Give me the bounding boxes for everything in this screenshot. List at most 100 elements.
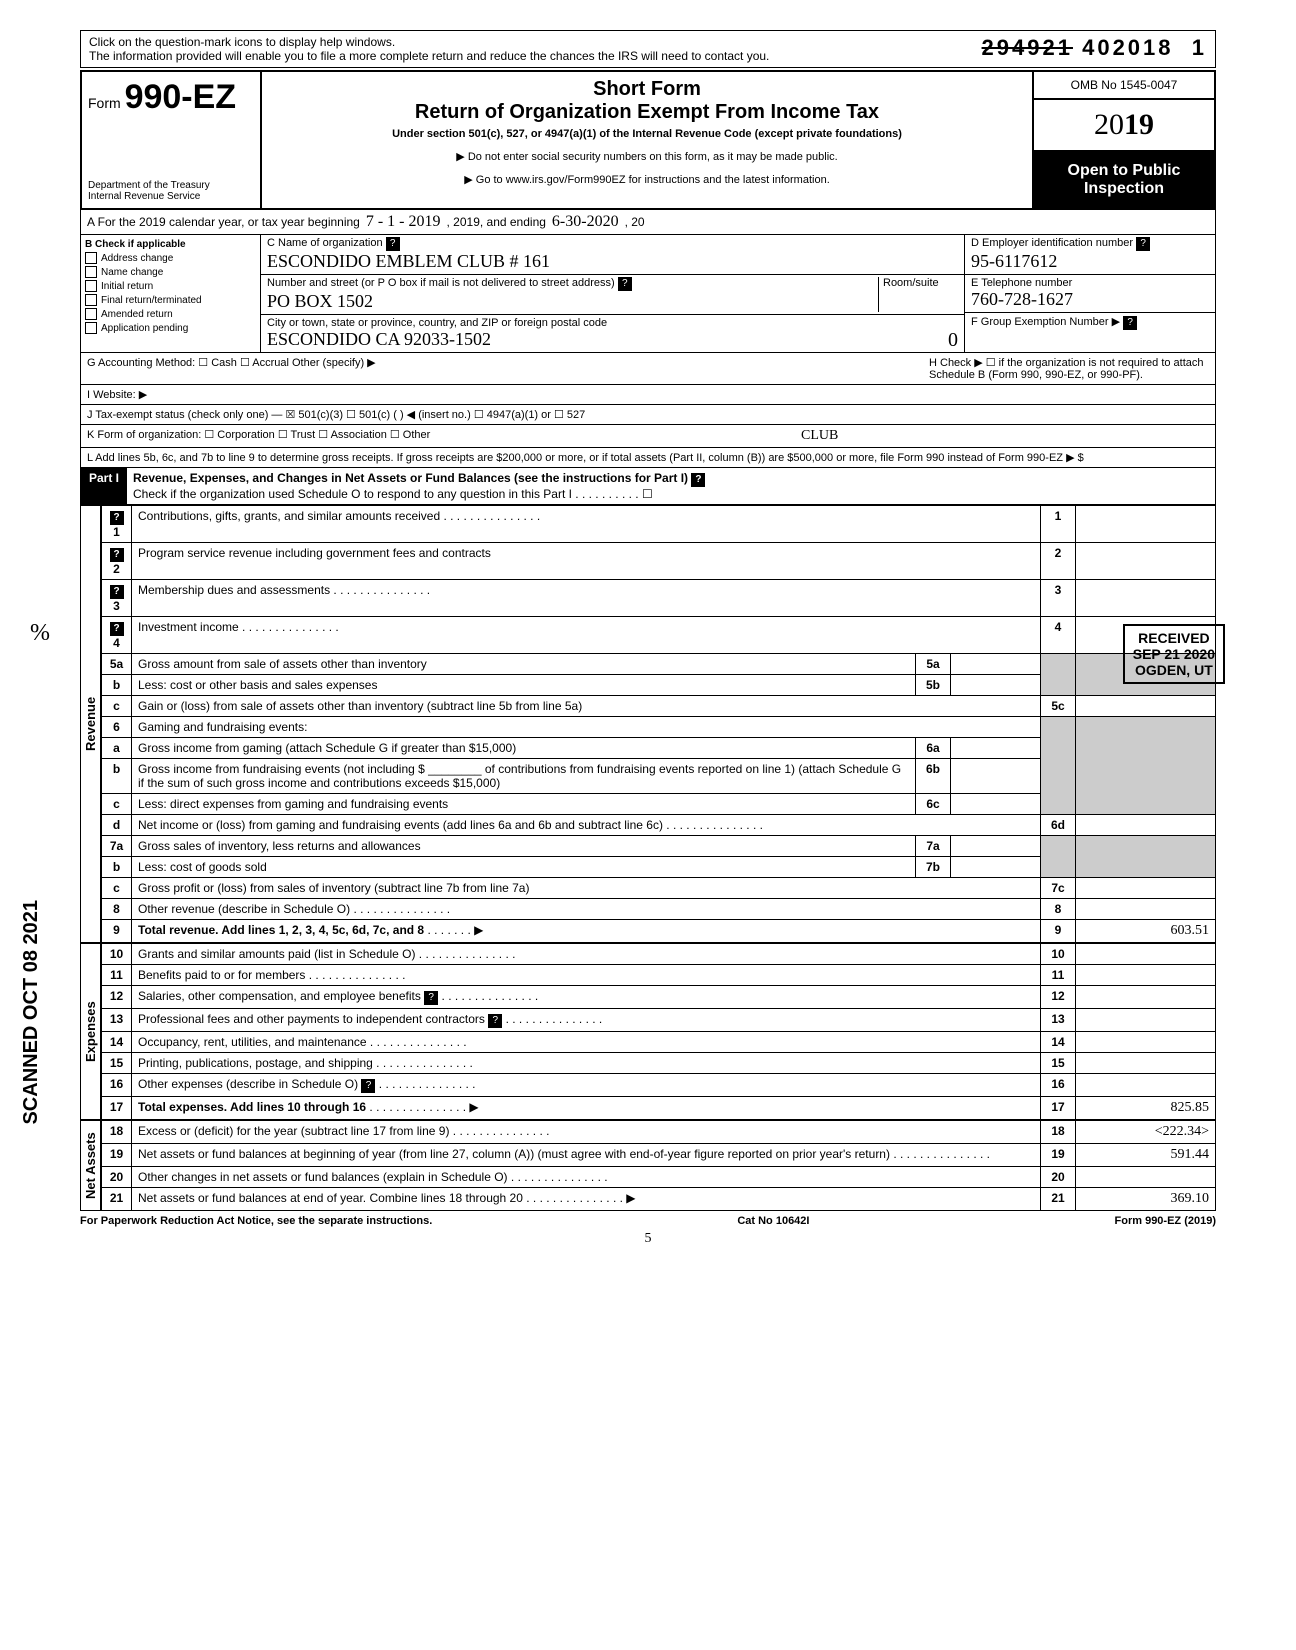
year-end: 6-30-2020	[552, 213, 619, 231]
row-l: L Add lines 5b, 6c, and 7b to line 9 to …	[80, 448, 1216, 468]
line-desc: Program service revenue including govern…	[138, 546, 491, 560]
line-desc: Other expenses (describe in Schedule O)	[138, 1077, 358, 1091]
line-19-val: 591.44	[1171, 1147, 1210, 1162]
side-netassets: Net Assets	[80, 1120, 101, 1211]
room-label: Room/suite	[883, 277, 939, 289]
line-desc: Occupancy, rent, utilities, and maintena…	[138, 1035, 367, 1049]
line-desc: Contributions, gifts, grants, and simila…	[138, 509, 440, 523]
checkbox-address[interactable]	[85, 252, 97, 264]
city: ESCONDIDO CA 92033-1502	[267, 329, 491, 349]
help-icon[interactable]: ?	[1136, 237, 1150, 251]
line-desc: Printing, publications, postage, and shi…	[138, 1056, 373, 1070]
line-desc: Less: cost or other basis and sales expe…	[138, 678, 377, 692]
help-icon[interactable]: ?	[691, 473, 705, 487]
line-18-val: <222.34>	[1155, 1124, 1209, 1139]
row-k-hand: CLUB	[801, 428, 838, 444]
year-begin: 7 - 1 - 2019	[366, 213, 441, 231]
tax-year: 2019	[1034, 100, 1214, 152]
city-label: City or town, state or province, country…	[267, 317, 607, 329]
cb-label: Initial return	[101, 281, 153, 292]
row-g-h: G Accounting Method: ☐ Cash ☐ Accrual Ot…	[80, 353, 1216, 385]
line-desc: Membership dues and assessments	[138, 583, 330, 597]
page-num: 1	[1192, 35, 1207, 60]
note-2: ▶ Go to www.irs.gov/Form990EZ for instru…	[268, 173, 1026, 186]
row-j-text: J Tax-exempt status (check only one) — ☒…	[87, 408, 585, 421]
street-label: Number and street (or P O box if mail is…	[267, 277, 615, 289]
part-1-header: Part I Revenue, Expenses, and Changes in…	[80, 468, 1216, 505]
line-21-val: 369.10	[1171, 1191, 1210, 1206]
part-1-check: Check if the organization used Schedule …	[133, 487, 653, 501]
help-icon[interactable]: ?	[488, 1014, 502, 1028]
ein: 95-6117612	[971, 251, 1057, 271]
cb-label: Amended return	[101, 309, 173, 320]
line-desc: Less: cost of goods sold	[138, 860, 267, 874]
line-desc: Total revenue. Add lines 1, 2, 3, 4, 5c,…	[138, 923, 424, 937]
line-desc: Excess or (deficit) for the year (subtra…	[138, 1124, 449, 1138]
row-i-text: I Website: ▶	[87, 388, 147, 401]
line-desc: Net assets or fund balances at beginning…	[138, 1147, 890, 1161]
section-c: C Name of organization ? ESCONDIDO EMBLE…	[261, 235, 965, 352]
help-icon[interactable]: ?	[618, 277, 632, 291]
line-desc: Salaries, other compensation, and employ…	[138, 989, 421, 1003]
footer-mid: Cat No 10642I	[737, 1215, 809, 1227]
phone: 760-728-1627	[971, 289, 1073, 309]
cb-label: Application pending	[101, 323, 188, 334]
help-icon[interactable]: ?	[110, 622, 124, 636]
checkbox-initial[interactable]	[85, 280, 97, 292]
checkbox-name[interactable]	[85, 266, 97, 278]
help-line-2: The information provided will enable you…	[89, 49, 769, 63]
help-icon[interactable]: ?	[110, 511, 124, 525]
section-de: D Employer identification number ? 95-61…	[965, 235, 1215, 352]
help-line-1: Click on the question-mark icons to disp…	[89, 35, 769, 49]
help-icon[interactable]: ?	[361, 1079, 375, 1093]
row-h: H Check ▶ ☐ if the organization is not r…	[929, 356, 1209, 381]
checkbox-final[interactable]	[85, 294, 97, 306]
main-info: B Check if applicable Address change Nam…	[80, 235, 1216, 353]
side-expenses: Expenses	[80, 943, 101, 1120]
help-icon[interactable]: ?	[110, 585, 124, 599]
page-code: 402018	[1082, 35, 1173, 60]
line-17-val: 825.85	[1171, 1100, 1210, 1115]
part-1-label: Part I	[81, 468, 127, 504]
cb-label: Final return/terminated	[101, 295, 202, 306]
line-desc: Gross income from fundraising events (no…	[138, 762, 425, 776]
form-header: Form 990-EZ Department of the Treasury I…	[80, 70, 1216, 210]
top-header: Click on the question-mark icons to disp…	[80, 30, 1216, 68]
cb-label: Name change	[101, 267, 163, 278]
row-j: J Tax-exempt status (check only one) — ☒…	[80, 405, 1216, 425]
scanned-stamp: SCANNED OCT 08 2021	[20, 900, 43, 1125]
line-desc: Less: direct expenses from gaming and fu…	[138, 797, 448, 811]
line-desc: Other revenue (describe in Schedule O)	[138, 902, 350, 916]
line-desc: Professional fees and other payments to …	[138, 1012, 485, 1026]
phone-label: E Telephone number	[971, 277, 1072, 289]
dept: Department of the Treasury Internal Reve…	[88, 180, 210, 202]
handwritten-zero: 0	[948, 329, 958, 352]
help-icon[interactable]: ?	[110, 548, 124, 562]
line-desc: Gross sales of inventory, less returns a…	[138, 839, 421, 853]
help-icon[interactable]: ?	[1123, 316, 1137, 330]
line-desc: Gross amount from sale of assets other t…	[138, 657, 427, 671]
open-public: Open to Public Inspection	[1034, 152, 1214, 208]
line-desc: Other changes in net assets or fund bala…	[138, 1170, 508, 1184]
note-1: ▶ Do not enter social security numbers o…	[268, 150, 1026, 163]
footer-left: For Paperwork Reduction Act Notice, see …	[80, 1215, 432, 1227]
section-a-label: A For the 2019 calendar year, or tax yea…	[87, 215, 360, 229]
checkbox-pending[interactable]	[85, 322, 97, 334]
section-b: B Check if applicable Address change Nam…	[81, 235, 261, 352]
help-icon[interactable]: ?	[424, 991, 438, 1005]
line-desc: Benefits paid to or for members	[138, 968, 305, 982]
section-b-label: B Check if applicable	[85, 239, 256, 250]
help-icon[interactable]: ?	[386, 237, 400, 251]
form-number: 990-EZ	[125, 78, 237, 116]
row-i: I Website: ▶	[80, 385, 1216, 405]
received-stamp: RECEIVEDSEP 21 2020OGDEN, UT	[1123, 624, 1225, 684]
cb-label: Address change	[101, 253, 173, 264]
section-a: A For the 2019 calendar year, or tax yea…	[80, 210, 1216, 235]
line-desc: Gross income from gaming (attach Schedul…	[138, 741, 516, 755]
netassets-table: 18Excess or (deficit) for the year (subt…	[101, 1120, 1216, 1211]
ein-label: D Employer identification number	[971, 237, 1133, 249]
line-desc: Gaming and fundraising events:	[138, 720, 307, 734]
return-title: Return of Organization Exempt From Incom…	[268, 101, 1026, 124]
omb-number: OMB No 1545-0047	[1034, 72, 1214, 100]
checkbox-amended[interactable]	[85, 308, 97, 320]
